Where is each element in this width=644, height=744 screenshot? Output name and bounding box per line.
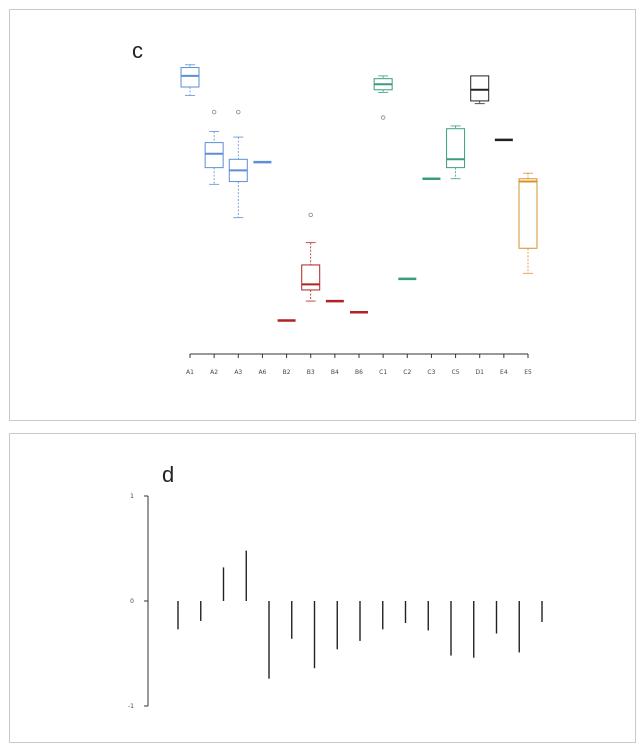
- box-B3: [301, 212, 321, 302]
- y-tick-label: 1: [130, 493, 134, 500]
- box-rect-B3: [301, 264, 321, 291]
- panel-d: d -1 0 1: [9, 433, 636, 743]
- box-outlier-A3: [236, 109, 241, 115]
- bar-chart: -1 0 1: [128, 493, 543, 710]
- y-tick-label: 0: [130, 598, 134, 605]
- panel-d-letter: d: [162, 462, 175, 487]
- y-tick-label: -1: [128, 703, 134, 710]
- box-rect-D1: [470, 75, 490, 102]
- box-C1: [373, 75, 393, 120]
- x-tick-label-C3: C3: [427, 369, 435, 376]
- x-tick-label-B6: B6: [355, 369, 363, 376]
- box-A3: [228, 109, 248, 219]
- x-tick-label-A6: A6: [258, 369, 266, 376]
- panel-c-letter: c: [132, 38, 143, 63]
- panel-c: c A1 A2 A3 A6 B2 B3 B4 B6 C1 C2 C3 C5 D1 E4 E5: [9, 9, 636, 421]
- x-tick-label-D1: D1: [475, 369, 484, 376]
- box-outlier-A2: [211, 109, 217, 115]
- x-tick-label-A3: A3: [234, 369, 242, 376]
- x-tick-label-A1: A1: [186, 369, 194, 376]
- box-D1: [470, 75, 490, 105]
- x-tick-label-C1: C1: [379, 369, 387, 376]
- box-rect-A1: [180, 67, 200, 88]
- box-C5: [446, 125, 466, 180]
- box-plot-chart: A1 A2 A3 A6 B2 B3 B4 B6 C1 C2 C3 C5 D1 E4 E5: [180, 64, 538, 376]
- box-rect-A2: [204, 142, 224, 169]
- x-tick-label-C2: C2: [403, 369, 411, 376]
- x-tick-label-B2: B2: [283, 369, 291, 376]
- x-tick-label-E5: E5: [524, 369, 532, 376]
- box-A2: [204, 109, 224, 185]
- box-outlier-C1: [380, 115, 386, 120]
- x-tick-label-B3: B3: [307, 369, 315, 376]
- box-rect-E5: [518, 178, 538, 249]
- x-tick-label-E4: E4: [500, 369, 508, 376]
- box-E5: [518, 172, 538, 274]
- box-outlier-B3: [308, 212, 313, 218]
- x-tick-label-A2: A2: [210, 369, 218, 376]
- x-tick-label-C5: C5: [452, 369, 460, 376]
- box-A1: [180, 64, 200, 96]
- box-rect-C5: [446, 128, 466, 169]
- x-tick-label-B4: B4: [331, 369, 339, 376]
